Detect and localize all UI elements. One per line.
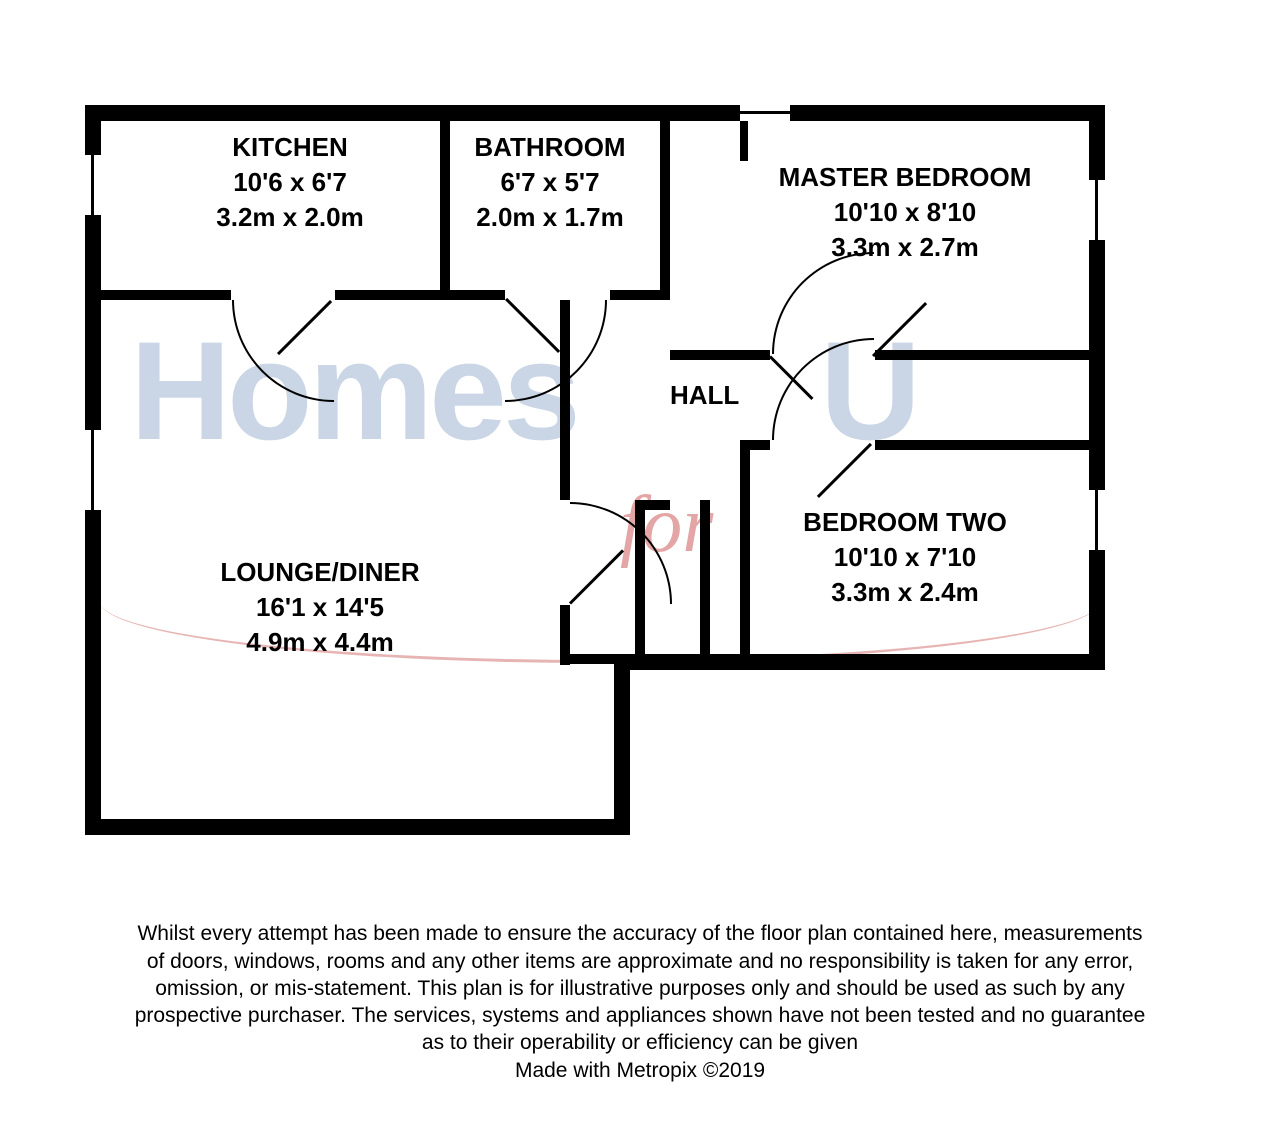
b2-imperial: 10'10 x 7'10 xyxy=(740,540,1070,575)
disclaimer-line4: prospective purchaser. The services, sys… xyxy=(100,1002,1180,1029)
wall-mb-bottom-1 xyxy=(670,350,770,360)
mb-metric: 3.3m x 2.7m xyxy=(730,230,1080,265)
kitchen-name: KITCHEN xyxy=(160,130,420,165)
wall-top-line xyxy=(85,111,1105,114)
bathroom-imperial: 6'7 x 5'7 xyxy=(440,165,660,200)
wall-b-mb-div xyxy=(660,121,670,300)
disclaimer-line1: Whilst every attempt has been made to en… xyxy=(100,920,1180,947)
label-hall: HALL xyxy=(670,380,739,411)
wall-cupboard-top xyxy=(635,500,670,510)
window-left-2-line xyxy=(91,430,94,510)
wall-mb-bottom-2 xyxy=(875,350,1089,360)
window-right-1-line xyxy=(1095,180,1098,240)
b2-metric: 3.3m x 2.4m xyxy=(740,575,1070,610)
b2-name: BEDROOM TWO xyxy=(740,505,1070,540)
wall-lounge-right xyxy=(614,654,630,835)
lounge-metric: 4.9m x 4.4m xyxy=(170,625,470,660)
kitchen-imperial: 10'6 x 6'7 xyxy=(160,165,420,200)
window-left-1-line xyxy=(91,155,94,215)
disclaimer-credit: Made with Metropix ©2019 xyxy=(100,1057,1180,1084)
wall-closet-div xyxy=(740,121,748,161)
wall-cupboard-right xyxy=(700,500,710,664)
lounge-imperial: 16'1 x 14'5 xyxy=(170,590,470,625)
wall-bottom-right xyxy=(620,654,1105,670)
mb-name: MASTER BEDROOM xyxy=(730,160,1080,195)
door-bath-arc xyxy=(505,300,607,402)
wall-kb-bottom-1 xyxy=(101,290,231,300)
window-right-2-line xyxy=(1095,490,1098,550)
label-kitchen: KITCHEN 10'6 x 6'7 3.2m x 2.0m xyxy=(160,130,420,235)
wall-lounge-hall-3 xyxy=(560,654,620,664)
wall-bottom-left xyxy=(85,819,630,835)
floorplan-canvas: Homes for U xyxy=(0,0,1280,1124)
disclaimer-line2: of doors, windows, rooms and any other i… xyxy=(100,948,1180,975)
bathroom-metric: 2.0m x 1.7m xyxy=(440,200,660,235)
label-bedroom-two: BEDROOM TWO 10'10 x 7'10 3.3m x 2.4m xyxy=(740,505,1070,610)
label-bathroom: BATHROOM 6'7 x 5'7 2.0m x 1.7m xyxy=(440,130,660,235)
wall-kb-bottom-2 xyxy=(335,290,505,300)
label-master-bedroom: MASTER BEDROOM 10'10 x 8'10 3.3m x 2.7m xyxy=(730,160,1080,265)
wall-b2-top-2 xyxy=(875,440,1089,450)
mb-imperial: 10'10 x 8'10 xyxy=(730,195,1080,230)
disclaimer-block: Whilst every attempt has been made to en… xyxy=(100,920,1180,1084)
disclaimer-line5: as to their operability or efficiency ca… xyxy=(100,1029,1180,1056)
lounge-name: LOUNGE/DINER xyxy=(170,555,470,590)
bathroom-name: BATHROOM xyxy=(440,130,660,165)
disclaimer-line3: omission, or mis-statement. This plan is… xyxy=(100,975,1180,1002)
window-top-line xyxy=(740,111,790,114)
kitchen-metric: 3.2m x 2.0m xyxy=(160,200,420,235)
label-lounge: LOUNGE/DINER 16'1 x 14'5 4.9m x 4.4m xyxy=(170,555,470,660)
